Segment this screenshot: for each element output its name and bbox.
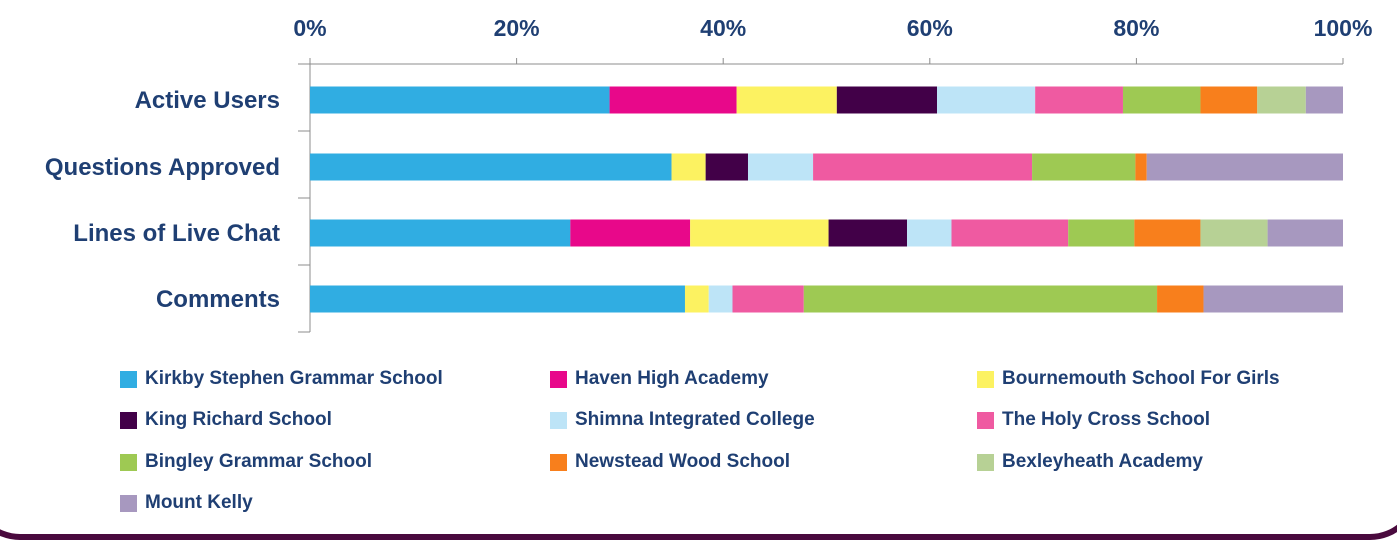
stacked-bar-chart: 0% 20% 40% 60% 80% 100% Active Users Questions… xyxy=(45,15,1372,333)
bar-segment xyxy=(1032,153,1136,181)
category-label: Comments xyxy=(156,286,280,313)
legend-swatch xyxy=(120,453,137,471)
x-tick-label: 0% xyxy=(293,15,326,41)
category-labels: Active Users Questions Approved Lines of L… xyxy=(45,87,280,313)
legend-swatch xyxy=(550,453,567,471)
bar-segment xyxy=(937,86,1036,114)
bar-segment xyxy=(609,86,737,114)
bar-segment xyxy=(671,153,706,181)
bar-segment xyxy=(1122,86,1201,114)
legend-swatch xyxy=(550,370,567,388)
legend-item: King Richard School xyxy=(120,405,332,435)
bar-segment xyxy=(1134,219,1201,247)
x-tick-label: 60% xyxy=(907,15,953,41)
bar-segment xyxy=(1200,219,1268,247)
category-label: Questions Approved xyxy=(45,154,280,181)
bar-segment xyxy=(1035,86,1123,114)
bar-segment xyxy=(570,219,691,247)
bar-segment xyxy=(732,285,804,313)
bar-segment xyxy=(1305,86,1343,114)
legend-item: Mount Kelly xyxy=(120,488,253,518)
bar-segment xyxy=(836,86,938,114)
x-tick-label: 40% xyxy=(700,15,746,41)
legend-label: Newstead Wood School xyxy=(575,451,791,472)
bar-segment xyxy=(736,86,837,114)
bar-segment xyxy=(310,285,685,313)
legend-item: Newstead Wood School xyxy=(550,447,790,477)
x-tick-label: 100% xyxy=(1314,15,1373,41)
legend-item: Haven High Academy xyxy=(550,364,769,394)
legend-item: Shimna Integrated College xyxy=(550,405,815,435)
bar-segment xyxy=(1157,285,1204,313)
legend-item: Bingley Grammar School xyxy=(120,447,372,477)
bar-segment xyxy=(708,285,733,313)
legend-label: Mount Kelly xyxy=(145,492,253,513)
bar-segment xyxy=(310,153,672,181)
legend-label: Shimna Integrated College xyxy=(575,409,815,430)
legend-item: The Holy Cross School xyxy=(977,405,1210,435)
bar-segment xyxy=(1257,86,1306,114)
bar-segment xyxy=(1200,86,1258,114)
bar-segment xyxy=(828,219,908,247)
bars xyxy=(310,86,1343,313)
legend-swatch xyxy=(977,453,994,471)
bar-segment xyxy=(907,219,952,247)
x-tick-label: 80% xyxy=(1113,15,1159,41)
legend-label: Kirkby Stephen Grammar School xyxy=(145,368,443,389)
legend-swatch xyxy=(120,370,137,388)
bar-segment xyxy=(705,153,748,181)
bar-segment xyxy=(747,153,814,181)
bar-segment xyxy=(690,219,829,247)
bar-segment xyxy=(1068,219,1135,247)
bar-segment xyxy=(1267,219,1343,247)
bar-segment xyxy=(310,86,610,114)
legend-swatch xyxy=(550,411,567,429)
legend-swatch xyxy=(120,411,137,429)
legend-label: Bingley Grammar School xyxy=(145,451,373,472)
bar-segment xyxy=(1203,285,1343,313)
x-tick-label: 20% xyxy=(494,15,540,41)
legend-item: Kirkby Stephen Grammar School xyxy=(120,364,443,394)
legend-label: The Holy Cross School xyxy=(1002,409,1210,430)
bar-segment xyxy=(951,219,1069,247)
legend-label: King Richard School xyxy=(145,409,332,430)
legend-item: Bournemouth School For Girls xyxy=(977,364,1280,394)
legend-label: Haven High Academy xyxy=(575,368,769,389)
category-label: Lines of Live Chat xyxy=(73,220,280,247)
bar-segment xyxy=(813,153,1033,181)
legend-label: Bexleyheath Academy xyxy=(1002,451,1204,472)
bar-segment xyxy=(684,285,709,313)
bar-segment xyxy=(1146,153,1343,181)
legend-swatch xyxy=(120,494,137,512)
bar-segment xyxy=(803,285,1158,313)
bar-segment xyxy=(1135,153,1147,181)
legend-swatch xyxy=(977,411,994,429)
x-axis-ticks: 0% 20% 40% 60% 80% 100% xyxy=(293,15,1372,64)
bar-segment xyxy=(310,219,571,247)
legend-label: Bournemouth School For Girls xyxy=(1002,368,1280,389)
category-label: Active Users xyxy=(135,87,280,114)
legend-swatch xyxy=(977,370,994,388)
legend-item: Bexleyheath Academy xyxy=(977,447,1203,477)
